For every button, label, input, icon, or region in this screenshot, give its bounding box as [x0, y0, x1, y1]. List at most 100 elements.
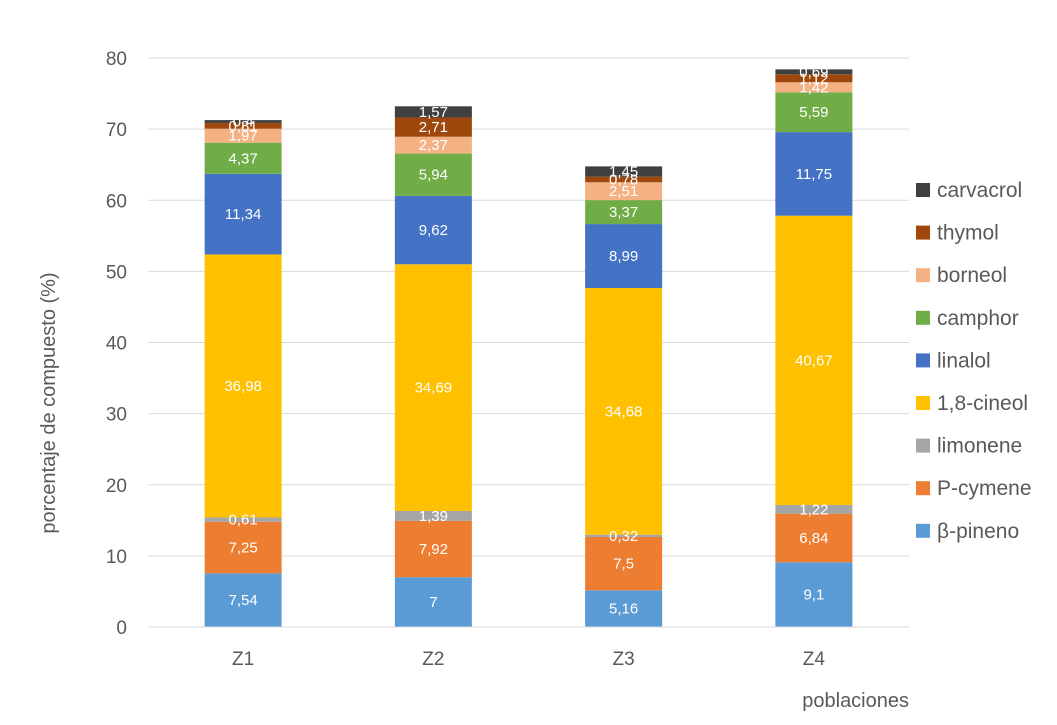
bar-segment: [775, 74, 853, 83]
legend-label: borneol: [937, 264, 1007, 287]
data-label: 11,34: [225, 206, 261, 223]
data-label: 1,12: [799, 70, 828, 87]
bar-segment: [585, 200, 663, 225]
bar-segment: [775, 562, 853, 627]
y-tick-label: 30: [106, 405, 127, 426]
bar-segment: [775, 215, 853, 505]
bar-segment: [585, 534, 663, 537]
bar-segment: [775, 69, 853, 75]
bar-segment: [204, 573, 282, 627]
data-label: 1,22: [799, 501, 828, 518]
data-label: 3,37: [609, 204, 638, 221]
axes: 0 10 20 30 40 50 60 70 80 Z1 Z2 Z3 Z4: [106, 49, 909, 670]
y-tick-label: 80: [106, 49, 127, 70]
data-label: 5,59: [799, 104, 828, 121]
bar-segment: [775, 92, 853, 133]
data-label: 8,99: [609, 248, 638, 265]
x-tick-label: Z3: [613, 649, 635, 670]
data-label: 7,25: [229, 540, 258, 557]
data-label: 5,16: [609, 601, 638, 618]
bar-segment: [585, 288, 663, 535]
bar-segment: [204, 128, 282, 143]
y-tick-label: 40: [106, 334, 127, 355]
data-label: 5,94: [419, 167, 448, 184]
y-tick-label: 10: [106, 547, 127, 568]
data-label: 0,78: [609, 171, 638, 188]
legend-label: camphor: [937, 307, 1019, 330]
bar-segment: [394, 195, 472, 265]
bar-segment: [204, 120, 282, 123]
legend-label: P-cymene: [937, 477, 1032, 500]
data-label: 7: [429, 594, 437, 611]
data-label: 40,67: [795, 352, 833, 369]
bar-segment: [585, 182, 663, 201]
data-label: 9,1: [803, 587, 824, 604]
bar-segment: [204, 122, 282, 129]
y-tick-label: 70: [106, 120, 127, 141]
data-label: 2,51: [609, 183, 638, 200]
legend-label: linalol: [937, 349, 991, 372]
y-tick-label: 20: [106, 476, 127, 497]
data-label: 6,84: [799, 530, 828, 547]
legend-label: limonene: [937, 435, 1022, 458]
data-label: 0,61: [229, 512, 258, 529]
x-tick-label: Z4: [803, 649, 826, 670]
data-label: 11,75: [796, 166, 832, 183]
data-label: 34,68: [605, 403, 643, 420]
y-tick-label: 50: [106, 262, 127, 283]
bar-segment: [204, 521, 282, 574]
bar-segment: [585, 536, 663, 591]
data-label: 1,42: [799, 79, 828, 96]
bar-segment: [394, 136, 472, 154]
data-label: 0,32: [609, 528, 638, 545]
legend: carvacrol thymol borneol camphor linalol 1,8-…: [916, 179, 1032, 543]
data-label: 4,37: [229, 150, 258, 167]
legend-swatch: [916, 268, 930, 283]
legend-swatch: [916, 523, 930, 538]
legend-label: carvacrol: [937, 179, 1022, 202]
legend-swatch: [916, 353, 930, 368]
legend-swatch: [916, 438, 930, 453]
data-label: 0,4: [233, 114, 254, 131]
bar-segment: [394, 117, 472, 137]
legend-swatch: [916, 183, 930, 197]
legend-swatch: [916, 396, 930, 410]
bar-segment: [394, 510, 472, 521]
y-axis-title: porcentaje de compuesto (%): [38, 272, 60, 533]
legend-label: thymol: [937, 222, 999, 245]
bar-segment: [394, 577, 472, 627]
bar-segment: [775, 504, 853, 514]
bar-segment: [585, 166, 663, 177]
data-label: 1,57: [419, 104, 448, 121]
bar-segment: [204, 142, 282, 174]
bars: [204, 69, 853, 627]
bar-segment: [204, 517, 282, 522]
bar-segment: [585, 176, 663, 183]
bar-segment: [585, 224, 663, 289]
y-tick-label: 0: [116, 618, 127, 639]
data-label: 1,39: [419, 508, 448, 525]
data-label: 9,62: [419, 222, 448, 239]
bar-segment: [775, 513, 853, 563]
x-tick-label: Z1: [232, 649, 254, 670]
bar-segment: [394, 106, 472, 118]
data-label: 0,69: [799, 64, 828, 81]
legend-label: β-pineno: [937, 520, 1019, 543]
data-label: 2,37: [419, 137, 448, 154]
bar-segment: [775, 82, 853, 93]
data-label: 7,54: [229, 592, 258, 609]
data-label: 0,81: [229, 118, 258, 135]
bar-segment: [775, 132, 853, 216]
bar-segment: [204, 173, 282, 255]
legend-swatch: [916, 310, 930, 325]
data-label: 7,5: [613, 556, 634, 573]
x-tick-label: Z2: [422, 649, 444, 670]
bar-segment: [585, 590, 663, 627]
legend-swatch: [916, 225, 930, 240]
data-label: 34,69: [415, 380, 453, 397]
data-labels: 7,54 7,25 0,61 36,98 11,34 4,37 1,970,810,4 7 7,…: [224, 64, 832, 618]
legend-swatch: [916, 481, 930, 496]
bar-segment: [204, 254, 282, 518]
